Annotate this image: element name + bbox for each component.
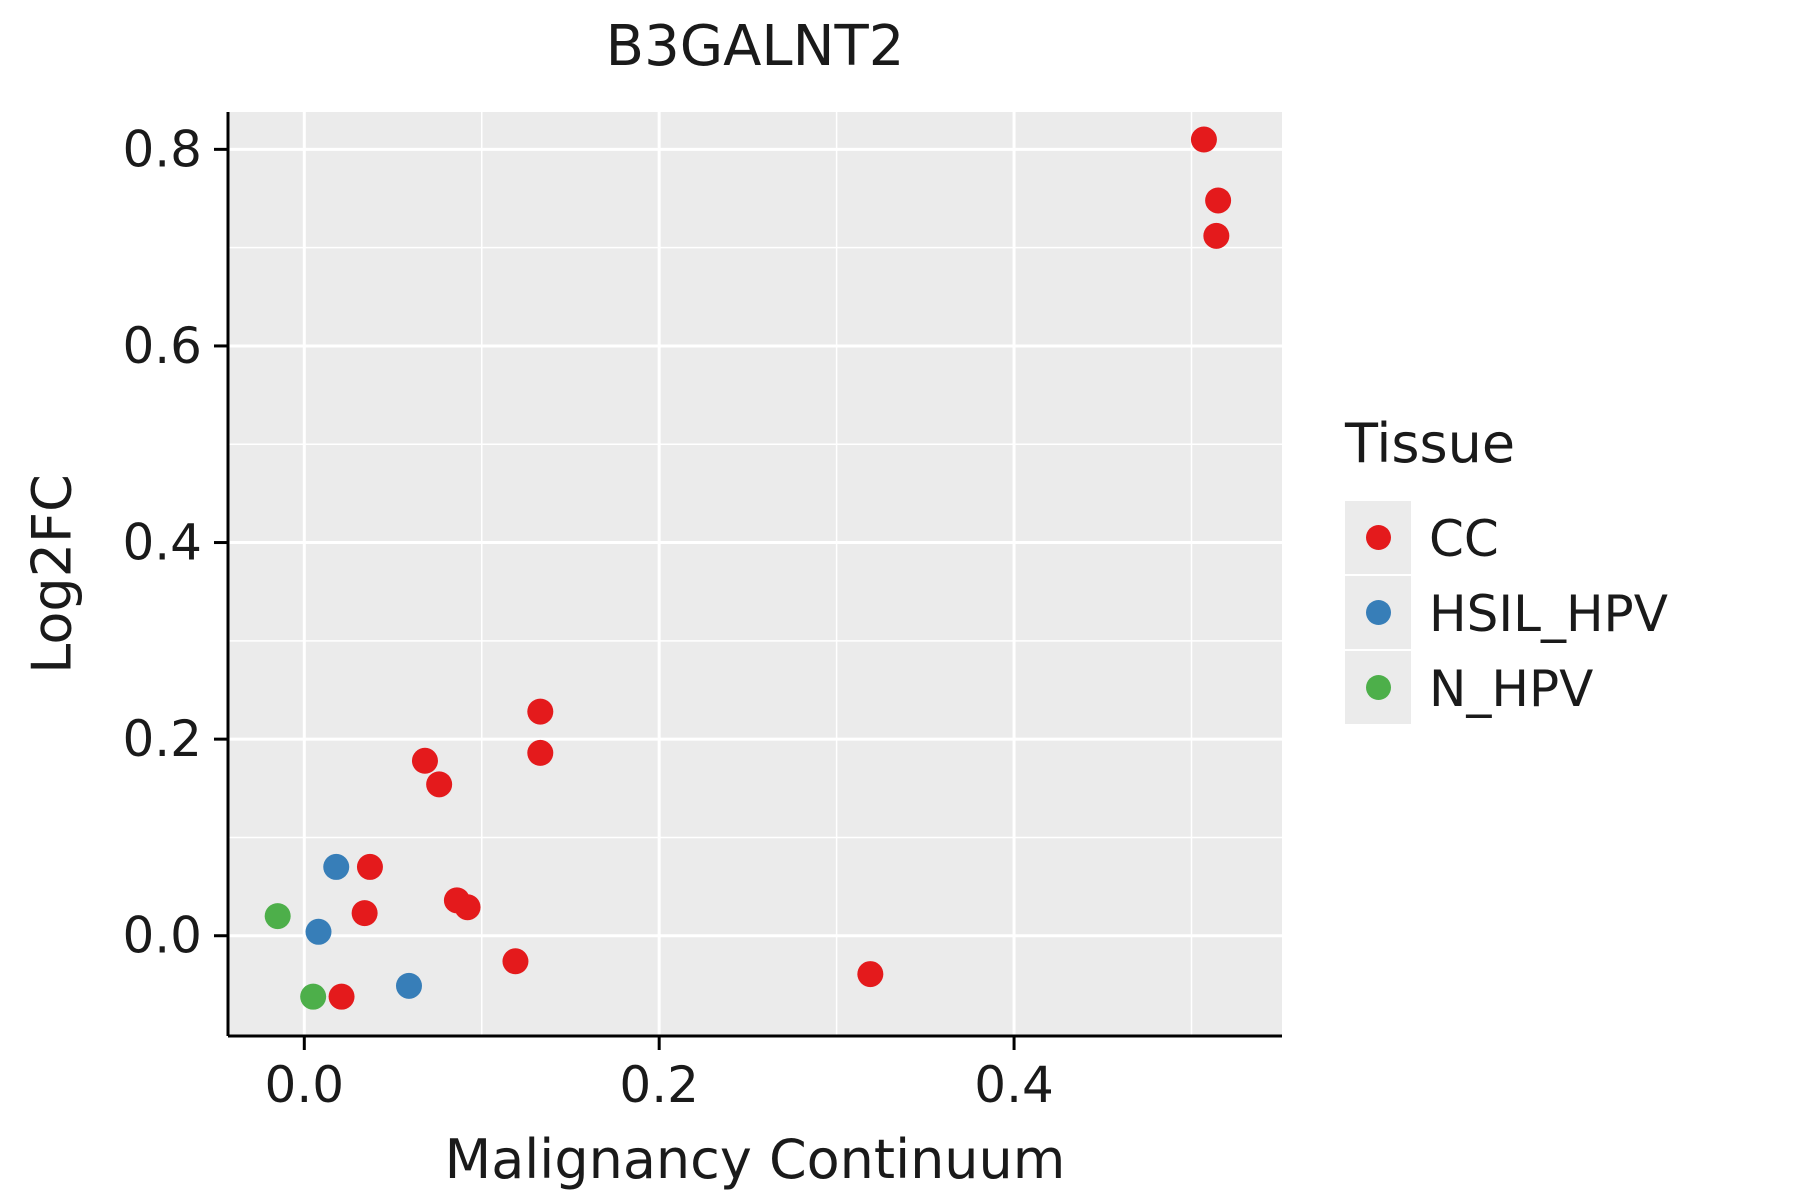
legend-key-box <box>1345 576 1411 649</box>
data-point-CC <box>1190 126 1217 153</box>
legend-label-n-hpv: N_HPV <box>1429 659 1594 718</box>
legend-item-cc: CC <box>1345 501 1668 576</box>
legend-title: Tissue <box>1345 412 1516 475</box>
data-point-CC <box>1203 222 1230 249</box>
legend-key-box <box>1345 501 1411 574</box>
data-point-N_HPV <box>300 983 327 1010</box>
data-point-CC <box>502 948 529 975</box>
data-point-CC <box>426 771 453 798</box>
y-tick-label: 0.4 <box>122 514 202 572</box>
plot-panel <box>228 112 1282 1036</box>
x-axis-label: Malignancy Continuum <box>444 1128 1066 1191</box>
y-axis-label: Log2FC <box>20 474 84 674</box>
data-point-N_HPV <box>264 903 291 930</box>
legend-item-hsil-hpv: HSIL_HPV <box>1345 576 1668 651</box>
hsil-hpv-dot-icon <box>1365 600 1391 625</box>
data-point-CC <box>351 900 378 927</box>
x-tick-label: 0.0 <box>265 1056 345 1114</box>
legend-label-cc: CC <box>1429 509 1499 568</box>
y-tick-label: 0.0 <box>122 907 202 965</box>
data-point-CC <box>857 961 884 988</box>
data-point-CC <box>411 747 438 774</box>
legend-item-n-hpv: N_HPV <box>1345 651 1668 726</box>
legend-key-box <box>1345 651 1411 724</box>
n-hpv-dot-icon <box>1365 675 1391 700</box>
data-point-CC <box>356 853 383 880</box>
data-point-CC <box>527 739 554 766</box>
data-point-CC <box>328 983 355 1010</box>
x-tick-label: 0.2 <box>619 1056 699 1114</box>
y-tick-label: 0.6 <box>122 317 202 375</box>
data-point-HSIL_HPV <box>395 972 422 999</box>
data-point-CC <box>1205 187 1232 214</box>
data-point-CC <box>527 698 554 725</box>
chart-title: B3GALNT2 <box>605 14 905 79</box>
legend-label-hsil-hpv: HSIL_HPV <box>1429 584 1668 643</box>
cc-dot-icon <box>1365 525 1391 550</box>
x-tick-label: 0.4 <box>974 1056 1054 1114</box>
legend: Tissue CC HSIL_HPV N_HPV <box>1345 412 1668 726</box>
y-tick-label: 0.2 <box>122 710 202 768</box>
data-point-CC <box>454 894 481 921</box>
y-tick-label: 0.8 <box>122 120 202 178</box>
data-point-HSIL_HPV <box>305 918 332 945</box>
data-point-HSIL_HPV <box>323 853 350 880</box>
